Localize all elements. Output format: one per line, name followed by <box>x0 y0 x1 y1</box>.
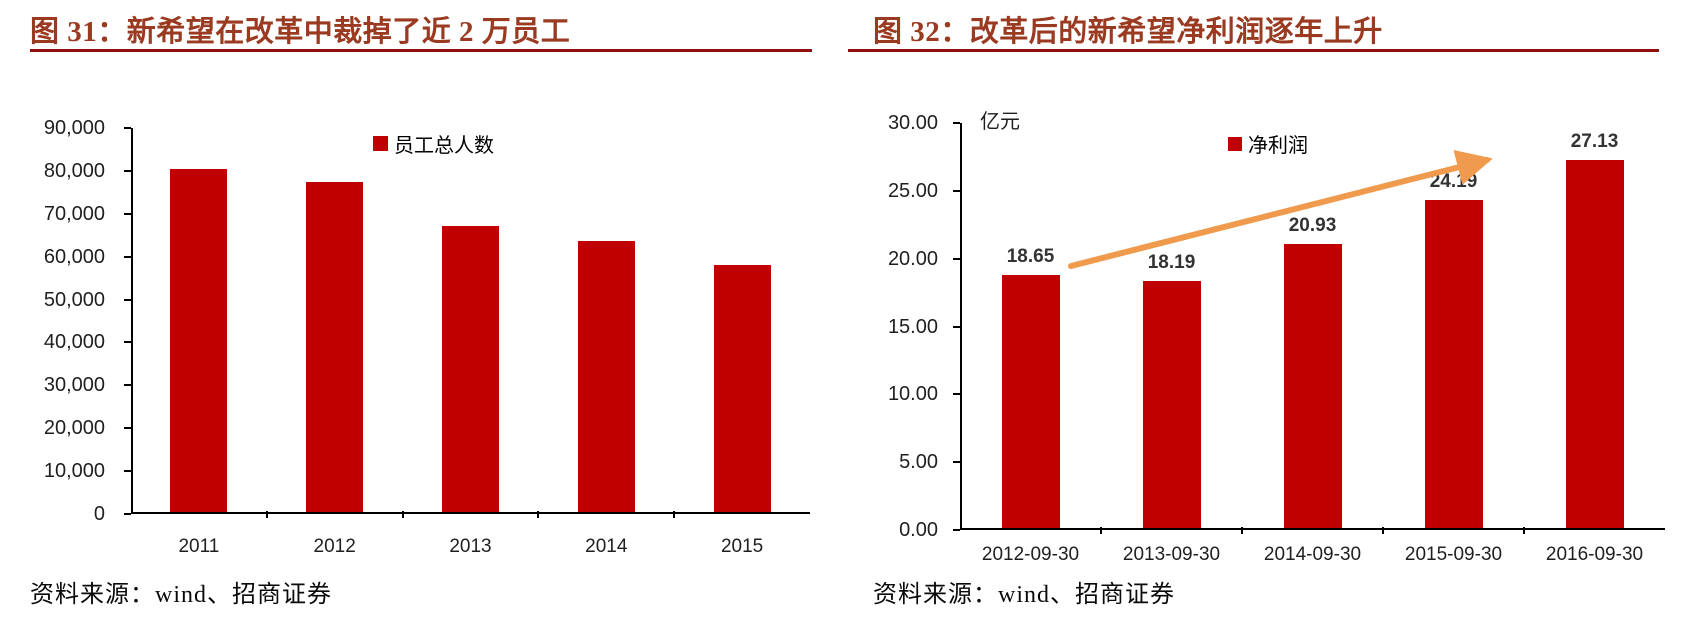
y-axis-tick-mark <box>953 325 960 328</box>
y-axis-tick-label: 50,000 <box>43 288 105 311</box>
legend: 员工总人数 <box>373 129 494 158</box>
legend-label: 净利润 <box>1248 135 1308 157</box>
bar-2012-09-30 <box>1001 274 1060 528</box>
figure-title: 图 31：新希望在改革中裁掉了近 2 万员工 <box>30 16 571 48</box>
figure-panel-31: 图 31：新希望在改革中裁掉了近 2 万员工 0 10,000 20,000 30,0… <box>30 16 812 608</box>
title-underline <box>30 49 812 52</box>
y-axis-tick-mark <box>124 470 131 473</box>
source-note: 资料来源：wind、招商证券 <box>873 582 1175 608</box>
x-category-label: 2015-09-30 <box>1404 544 1503 565</box>
plot-area <box>131 128 810 514</box>
y-axis-tick-mark <box>953 257 960 260</box>
y-axis-tick-mark <box>124 255 131 258</box>
bar-2015-09-30 <box>1424 199 1483 528</box>
y-axis-tick-label: 70,000 <box>43 202 105 225</box>
bar-2014 <box>577 240 635 512</box>
x-axis-tick-mark <box>1241 527 1243 534</box>
y-axis-unit-label: 亿元 <box>980 111 1020 133</box>
x-category-label: 2012 <box>313 536 356 557</box>
bar-2012 <box>306 182 364 512</box>
x-category-label: 2013 <box>449 536 492 557</box>
y-axis-tick-label: 15.00 <box>887 315 938 338</box>
bar-value-label: 20.93 <box>1288 215 1337 237</box>
x-axis-tick-mark <box>537 511 540 518</box>
bar-2013-09-30 <box>1142 281 1201 528</box>
plot-area <box>960 123 1665 530</box>
legend-label: 员工总人数 <box>394 135 494 157</box>
x-axis-tick-mark <box>673 511 676 518</box>
y-axis-tick-label: 10.00 <box>887 383 938 406</box>
figure-panel-32: 图 32：改革后的新希望净利润逐年上升 0.00 5.00 10.00 15.00 20… <box>843 0 1686 632</box>
y-axis-tick-label: 40,000 <box>43 331 105 354</box>
legend-marker-icon <box>1228 136 1242 151</box>
y-axis-tick-mark <box>124 127 131 129</box>
y-axis-tick-label: 0 <box>93 503 105 525</box>
figure-title: 图 32：改革后的新希望净利润逐年上升 <box>873 16 1383 48</box>
title-underline <box>848 49 1659 52</box>
x-category-label: 2013-09-30 <box>1122 544 1221 565</box>
net-profit-bar-chart: 0.00 5.00 10.00 15.00 20.00 25.00 30.00 2012-09… <box>843 0 1686 632</box>
bar-value-label: 27.13 <box>1570 130 1619 152</box>
y-axis-tick-mark <box>124 169 131 172</box>
legend: 净利润 <box>1228 129 1308 158</box>
y-axis-tick-label: 0.00 <box>899 519 938 541</box>
y-axis-tick-mark <box>953 189 960 192</box>
y-axis-tick-label: 60,000 <box>43 245 105 268</box>
y-axis-tick-label: 80,000 <box>43 159 105 182</box>
x-axis-tick-mark <box>401 511 404 518</box>
y-axis-tick-mark <box>124 298 131 301</box>
x-category-label: 2011 <box>178 536 220 557</box>
bar-value-label: 18.65 <box>1006 245 1055 267</box>
y-axis-tick-label: 30,000 <box>43 374 105 397</box>
y-axis-tick-label: 30.00 <box>887 112 938 134</box>
y-axis-tick-label: 25.00 <box>887 179 938 202</box>
y-axis-tick-mark <box>124 513 131 515</box>
x-axis-tick-mark <box>265 511 268 518</box>
legend-marker-icon <box>373 136 388 151</box>
y-axis-tick-mark <box>124 427 131 430</box>
y-axis-tick-label: 5.00 <box>899 451 938 474</box>
bar-2011 <box>170 169 228 512</box>
bar-value-label: 18.19 <box>1147 252 1196 274</box>
bar-2014-09-30 <box>1283 244 1342 528</box>
y-axis-tick-label: 20.00 <box>887 247 938 270</box>
x-axis-tick-mark <box>1382 527 1384 534</box>
bar-2013 <box>442 225 499 512</box>
x-axis-tick-mark <box>1523 527 1525 534</box>
y-axis-tick-mark <box>953 122 960 124</box>
x-axis-tick-mark <box>1100 527 1102 534</box>
y-axis-tick-label: 90,000 <box>43 117 105 139</box>
y-axis-tick-mark <box>953 393 960 396</box>
y-axis-tick-label: 10,000 <box>43 460 105 483</box>
x-category-label: 2014-09-30 <box>1263 544 1362 565</box>
x-category-label: 2016-09-30 <box>1545 544 1644 565</box>
bar-2015 <box>713 264 771 512</box>
employees-bar-chart: 0 10,000 20,000 30,000 40,000 50,000 60,000 70,… <box>43 117 810 557</box>
x-category-label: 2014 <box>585 536 628 557</box>
x-category-label: 2015 <box>720 536 764 557</box>
y-axis-tick-label: 20,000 <box>43 417 105 440</box>
bar-2016-09-30 <box>1565 159 1624 528</box>
source-note: 资料来源：wind、招商证券 <box>30 582 332 608</box>
y-axis-tick-mark <box>124 212 131 215</box>
bar-value-label: 24.19 <box>1429 170 1478 192</box>
y-axis-tick-mark <box>953 529 960 531</box>
y-axis-tick-mark <box>124 341 131 344</box>
y-axis-tick-mark <box>953 461 960 464</box>
y-axis-tick-mark <box>124 384 131 387</box>
x-category-label: 2012-09-30 <box>981 544 1080 565</box>
